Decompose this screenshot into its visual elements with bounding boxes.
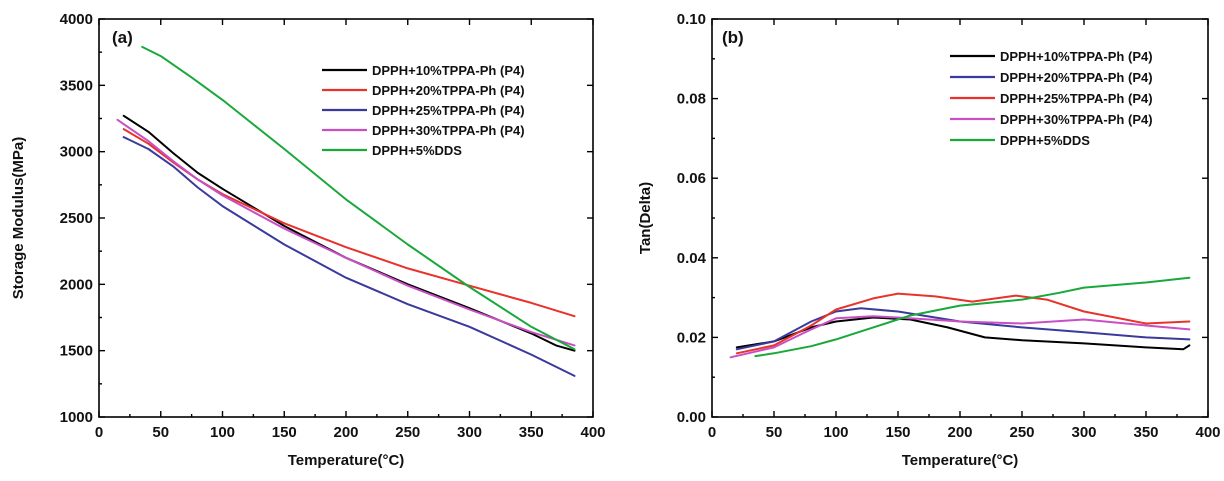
series-line-3 — [735, 292, 1191, 355]
legend-label: DPPH+20%TPPA-Ph (P4) — [1000, 70, 1153, 85]
x-axis-title-unit: (°C) — [991, 452, 1018, 469]
x-tick-label: 400 — [1195, 424, 1220, 441]
x-axis-title-unit: (°C) — [377, 452, 404, 469]
legend-label: DPPH+30%TPPA-Ph (P4) — [372, 123, 525, 138]
plot-frame — [98, 18, 594, 418]
x-tick-label: 0 — [708, 424, 716, 441]
x-tick-label: 50 — [152, 424, 169, 441]
legend-label: DPPH+20%TPPA-Ph (P4) — [372, 83, 525, 98]
legend-label: DPPH+5%DDS — [372, 143, 462, 158]
x-tick-label: 350 — [519, 424, 544, 441]
legend-label: DPPH+10%TPPA-Ph (P4) — [372, 63, 525, 78]
y-tick-label: 3000 — [60, 144, 93, 161]
series-line-4 — [116, 118, 576, 347]
x-axis-title-text: Temperature — [902, 452, 992, 469]
y-tick-label: 2500 — [60, 210, 93, 227]
chart-b: 0 50 100 150 200 250 300 350 400 0.00 0.02 0.04 0.06… — [637, 11, 1221, 469]
y-tick-label: 0.02 — [677, 329, 706, 346]
x-tick-label: 250 — [395, 424, 420, 441]
x-tick-label: 100 — [823, 424, 848, 441]
series-line-1 — [122, 114, 576, 352]
y-tick-label: 1500 — [60, 343, 93, 360]
y-axis-title: Storage Modulus(MPa) — [10, 137, 27, 300]
x-tick-label: 350 — [1133, 424, 1158, 441]
y-tick-label: 1000 — [60, 409, 93, 426]
legend-label: DPPH+25%TPPA-Ph (P4) — [1000, 91, 1153, 106]
legend-label: DPPH+10%TPPA-Ph (P4) — [1000, 49, 1153, 64]
y-tick-label: 0.04 — [677, 250, 707, 267]
x-tick-label: 200 — [333, 424, 358, 441]
x-tick-label: 50 — [766, 424, 783, 441]
x-tick-label: 300 — [457, 424, 482, 441]
series-line-3 — [122, 136, 576, 377]
y-tick-label: 2000 — [60, 276, 93, 293]
series-line-4 — [729, 315, 1191, 359]
x-tick-label: 250 — [1009, 424, 1034, 441]
x-tick-label: 150 — [272, 424, 297, 441]
panel-label: (b) — [722, 28, 744, 47]
series-line-5 — [754, 276, 1191, 358]
x-tick-label: 100 — [210, 424, 235, 441]
x-tick-label: 150 — [885, 424, 910, 441]
x-axis-title-text: Temperature — [288, 452, 378, 469]
x-tick-label: 300 — [1071, 424, 1096, 441]
series-line-2 — [122, 128, 576, 318]
x-tick-label: 200 — [947, 424, 972, 441]
chart-a: 0 50 100 150 200 250 300 350 400 1000 1500 2000 2500… — [10, 11, 606, 469]
legend-label: DPPH+25%TPPA-Ph (P4) — [372, 103, 525, 118]
panel-label: (a) — [112, 28, 133, 47]
legend-label: DPPH+30%TPPA-Ph (P4) — [1000, 112, 1153, 127]
x-tick-label: 0 — [95, 424, 103, 441]
y-axis-title: Tan(Delta) — [637, 182, 654, 254]
series-line-5 — [141, 45, 576, 351]
y-tick-label: 0.08 — [677, 91, 706, 108]
x-tick-label: 400 — [580, 424, 605, 441]
x-axis-title: Temperature(°C) — [902, 452, 1019, 469]
y-tick-label: 0.00 — [677, 409, 706, 426]
y-tick-label: 0.10 — [677, 11, 706, 28]
legend-label: DPPH+5%DDS — [1000, 133, 1090, 148]
series-line-1 — [735, 316, 1191, 351]
y-tick-label: 4000 — [60, 11, 93, 28]
y-tick-label: 3500 — [60, 77, 93, 94]
y-tick-label: 0.06 — [677, 170, 706, 187]
x-axis-title: Temperature(°C) — [288, 452, 405, 469]
